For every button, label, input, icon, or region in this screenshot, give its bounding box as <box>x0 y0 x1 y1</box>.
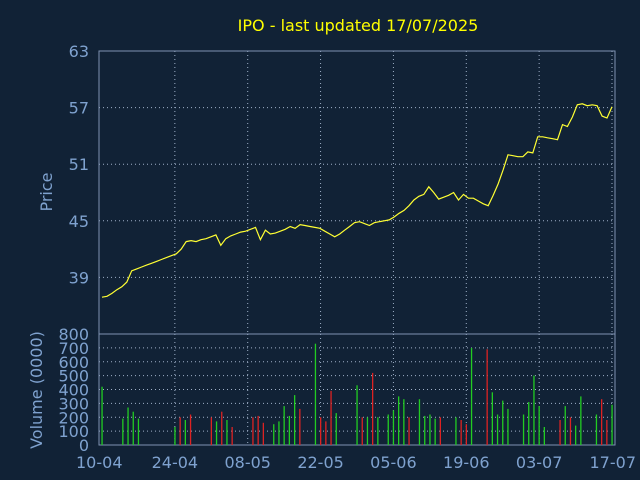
volume-bar <box>174 427 176 445</box>
price-tick-label: 51 <box>69 155 89 174</box>
volume-bar <box>606 420 608 445</box>
volume-bar <box>418 399 421 445</box>
volume-bar <box>314 343 317 445</box>
volume-bar <box>465 424 467 445</box>
date-tick-label: 08-05 <box>224 453 271 472</box>
volume-bar <box>189 414 192 445</box>
volume-bar <box>299 408 301 445</box>
volume-bar <box>595 414 598 445</box>
volume-bar <box>122 418 124 445</box>
volume-bar <box>559 420 561 445</box>
volume-bar <box>335 413 337 445</box>
date-tick-label: 24-04 <box>152 453 199 472</box>
volume-bar <box>320 417 322 446</box>
volume-tick-label: 100 <box>58 422 89 441</box>
volume-tick-label: 0 <box>79 436 89 455</box>
volume-bar <box>273 424 275 445</box>
date-tick-label: 05-06 <box>370 453 417 472</box>
volume-bar <box>439 417 441 446</box>
volume-bar <box>528 402 530 445</box>
volume-bar <box>257 415 259 445</box>
volume-bar <box>294 395 296 445</box>
volume-axis-label: Volume (0000) <box>27 331 46 449</box>
volume-bar <box>470 347 473 445</box>
volume-bar <box>486 349 488 445</box>
volume-bar <box>252 417 254 446</box>
volume-bar <box>226 420 228 445</box>
price-axis-ticks: 63 57 51 45 39 <box>69 42 89 287</box>
volume-tick-label: 200 <box>58 408 89 427</box>
volume-bar <box>392 410 395 445</box>
volume-bars <box>101 343 613 446</box>
volume-bar <box>132 411 134 445</box>
volume-bar <box>179 417 181 446</box>
volume-bar <box>575 425 577 445</box>
volume-bar <box>356 385 358 445</box>
volume-bar <box>387 414 389 445</box>
volume-bar <box>543 427 545 445</box>
volume-bar <box>522 414 525 445</box>
volume-bar <box>184 420 186 445</box>
volume-tick-label: 500 <box>58 367 89 386</box>
volume-bar <box>455 417 457 446</box>
volume-bar <box>398 396 400 445</box>
volume-bar <box>330 390 332 445</box>
volume-bar <box>502 400 504 445</box>
price-line <box>101 103 613 298</box>
volume-bar <box>210 417 212 446</box>
volume-bar <box>429 414 431 445</box>
date-tick-label: 17-07 <box>590 453 637 472</box>
volume-bar <box>408 417 410 446</box>
date-tick-label: 19-06 <box>443 453 490 472</box>
volume-bar <box>288 415 290 445</box>
volume-bar <box>434 418 436 445</box>
volume-bar <box>278 421 280 445</box>
volume-tick-label: 700 <box>58 339 89 358</box>
volume-tick-label: 300 <box>58 394 89 413</box>
price-tick-label: 45 <box>69 212 89 231</box>
volume-bar <box>403 399 405 445</box>
volume-bar <box>611 404 613 445</box>
volume-bar <box>507 408 509 445</box>
volume-bar <box>372 372 374 445</box>
volume-bar <box>137 418 140 445</box>
volume-bar <box>325 421 327 445</box>
chart-title: IPO - last updated 17/07/2025 <box>238 16 479 35</box>
price-tick-label: 39 <box>69 268 89 287</box>
volume-bar <box>215 421 218 445</box>
volume-bar <box>221 411 223 445</box>
volume-bar <box>533 375 535 445</box>
volume-bar <box>366 417 369 446</box>
date-tick-label: 10-04 <box>76 453 123 472</box>
volume-bar <box>569 417 572 446</box>
volume-bar <box>491 392 493 445</box>
volume-bar <box>564 406 566 445</box>
volume-bar <box>377 417 379 446</box>
price-axis-label: Price <box>37 172 56 211</box>
volume-bar <box>283 406 285 445</box>
volume-tick-label: 600 <box>58 353 89 372</box>
volume-bar <box>601 399 603 445</box>
volume-bar <box>262 422 264 445</box>
volume-bar <box>361 417 363 446</box>
volume-bar <box>580 396 582 445</box>
price-tick-label: 63 <box>69 42 89 61</box>
volume-bar <box>127 407 129 445</box>
volume-bar <box>496 414 499 445</box>
date-tick-label: 03-07 <box>516 453 563 472</box>
volume-bar <box>538 406 540 445</box>
date-tick-label: 22-05 <box>297 453 344 472</box>
volume-bar <box>101 386 103 445</box>
price-tick-label: 57 <box>69 99 89 118</box>
volume-bar <box>231 427 233 445</box>
date-axis-ticks: 10-04 24-04 08-05 22-05 05-06 19-06 03-07 17-07 <box>76 453 636 472</box>
volume-bar <box>460 420 462 445</box>
volume-bar <box>424 415 426 445</box>
volume-tick-label: 400 <box>58 381 89 400</box>
volume-tick-label: 800 <box>58 325 89 344</box>
